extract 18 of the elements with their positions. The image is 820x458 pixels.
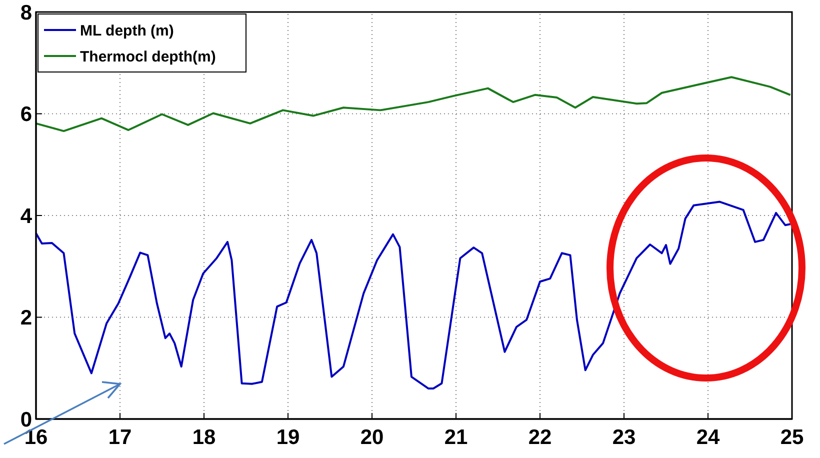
x-tick-label: 24 xyxy=(696,426,720,449)
x-tick-label: 17 xyxy=(108,426,132,449)
x-tick-label: 19 xyxy=(276,426,300,449)
line-series xyxy=(35,200,792,390)
x-tick-label: 18 xyxy=(192,426,216,449)
x-tick-label: 23 xyxy=(612,426,636,449)
line-series xyxy=(35,76,792,132)
y-tick-label: 8 xyxy=(20,1,32,24)
x-tick-label: 16 xyxy=(24,426,48,449)
y-tick-label: 2 xyxy=(20,306,32,330)
x-tick-label: 21 xyxy=(444,426,468,449)
x-tick-label: 25 xyxy=(780,426,804,449)
legend-label: ML depth (m) xyxy=(80,22,174,40)
y-tick-label: 4 xyxy=(20,204,32,228)
y-tick-label: 6 xyxy=(20,103,32,126)
x-tick-label: 22 xyxy=(528,426,552,449)
x-tick-label: 20 xyxy=(360,426,384,449)
legend-label: Thermocl depth(m) xyxy=(80,48,216,66)
